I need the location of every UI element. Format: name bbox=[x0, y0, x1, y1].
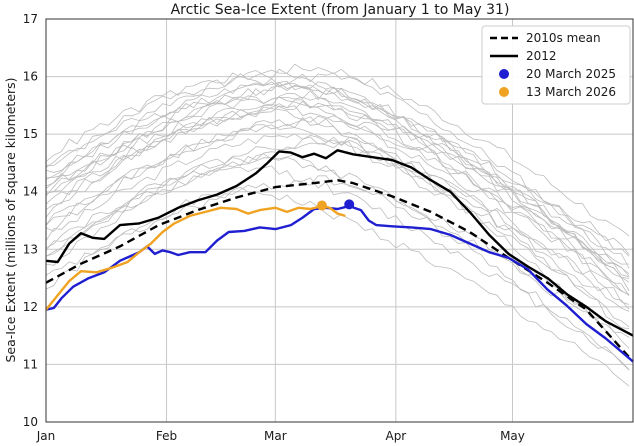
legend-2025-dot bbox=[499, 69, 509, 79]
y-tick-label: 11 bbox=[23, 357, 38, 371]
legend: 2010s mean 2012 20 March 2025 13 March 2… bbox=[481, 25, 631, 105]
chart-title: Arctic Sea-Ice Extent (from January 1 to… bbox=[171, 2, 510, 18]
credit-label: © NIPR bbox=[2, 436, 35, 446]
background-year-line bbox=[45, 186, 630, 387]
background-year-line bbox=[45, 105, 630, 295]
legend-2026-dot bbox=[499, 87, 509, 97]
x-tick-labels: Jan Feb Mar Apr May bbox=[36, 429, 525, 443]
background-year-line bbox=[45, 136, 630, 329]
background-year-line bbox=[45, 99, 630, 283]
background-year-line bbox=[45, 175, 630, 370]
plot-frame bbox=[45, 18, 634, 423]
y-tick-label: 15 bbox=[23, 127, 38, 141]
y-tick-label: 13 bbox=[23, 242, 38, 256]
marker-dot bbox=[344, 199, 355, 210]
y-tick-labels: 10 11 12 13 14 15 16 17 bbox=[23, 12, 38, 429]
background-year-line bbox=[45, 124, 630, 328]
background-year-line bbox=[45, 153, 630, 349]
y-tick-label: 17 bbox=[23, 12, 38, 26]
y-tick-label: 10 bbox=[23, 415, 38, 429]
markers bbox=[317, 199, 355, 211]
y-tick-label: 16 bbox=[23, 70, 38, 84]
background-year-line bbox=[45, 116, 630, 310]
background-year-line bbox=[45, 140, 630, 359]
background-year-line bbox=[45, 153, 630, 338]
background-year-line bbox=[45, 165, 630, 371]
series-lines bbox=[45, 149, 634, 363]
background-year-line bbox=[45, 96, 630, 275]
series-line-2010s-mean bbox=[45, 178, 634, 363]
legend-2026-label: 13 March 2026 bbox=[526, 85, 616, 99]
series-line-2012 bbox=[45, 149, 634, 337]
x-tick-label: Apr bbox=[385, 429, 406, 443]
background-year-line bbox=[45, 76, 630, 269]
x-tick-label: Jan bbox=[36, 429, 56, 443]
marker-dot bbox=[317, 200, 328, 211]
y-tick-label: 12 bbox=[23, 300, 38, 314]
background-year-line bbox=[45, 68, 630, 255]
legend-2025-label: 20 March 2025 bbox=[526, 67, 616, 81]
background-year-line bbox=[45, 81, 630, 257]
x-tick-label: Feb bbox=[156, 429, 177, 443]
background-year-line bbox=[45, 63, 630, 237]
x-tick-label: May bbox=[500, 429, 525, 443]
background-year-line bbox=[45, 81, 630, 278]
legend-box bbox=[481, 25, 631, 105]
legend-2012-label: 2012 bbox=[526, 49, 557, 63]
x-tick-label: Mar bbox=[264, 429, 287, 443]
series-line-2026 bbox=[45, 204, 346, 311]
y-tick-label: 14 bbox=[23, 185, 38, 199]
y-axis-label: Sea-Ice Extent (millions of square kilom… bbox=[3, 77, 18, 362]
legend-2010s-mean-label: 2010s mean bbox=[526, 31, 601, 45]
background-years bbox=[45, 63, 630, 387]
background-year-line bbox=[45, 72, 630, 265]
